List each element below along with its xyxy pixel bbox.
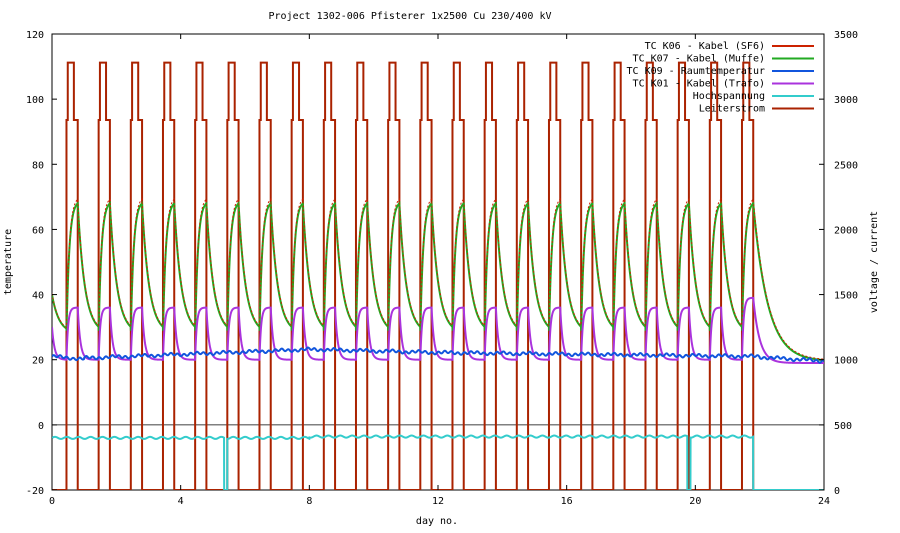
legend-entry-label: TC K07 - Kabel (Muffe) (633, 54, 765, 65)
y2-tick-label: 1500 (834, 291, 858, 302)
y2-tick-label: 0 (834, 486, 840, 497)
y2-tick-label: 500 (834, 421, 852, 432)
series-line-tc-k01-kabel-trafo (52, 296, 824, 364)
legend-entry-label: TC K06 - Kabel (SF6) (645, 41, 765, 52)
y-tick-label: 0 (38, 421, 44, 432)
x-tick-label: 4 (178, 496, 184, 507)
y2-tick-label: 3500 (834, 30, 858, 41)
chart-title: Project 1302-006 Pfisterer 1x2500 Cu 230… (269, 11, 552, 22)
y-tick-label: 60 (32, 225, 44, 236)
y-tick-label: 80 (32, 160, 44, 171)
series-line-tc-k09-raumtemperatur (52, 346, 824, 364)
plot-frame (51, 33, 825, 491)
x-tick-label: 8 (306, 496, 312, 507)
series-group (52, 61, 824, 490)
legend-entry-label: Hochspannung (693, 91, 765, 102)
legend: TC K06 - Kabel (SF6) TC K07 - Kabel (Muff… (627, 41, 814, 115)
y2-tick-label: 3000 (834, 95, 858, 106)
legend-entry-label: Leiterstrom (699, 104, 765, 115)
plot-area (51, 33, 825, 491)
x-axis: 0 4 8 12 16 20 24 (49, 34, 830, 507)
x-tick-label: 12 (432, 496, 444, 507)
series-line-leiterstrom (52, 61, 824, 490)
x-tick-label: 0 (49, 496, 55, 507)
x-tick-label: 20 (689, 496, 701, 507)
y-axis-label: temperature (3, 229, 14, 295)
x-axis-label: day no. (416, 516, 458, 527)
y-tick-label: 100 (26, 95, 44, 106)
y-axis-left: -20 0 20 40 60 80 100 120 (26, 30, 57, 497)
y-tick-label: 20 (32, 356, 44, 367)
series-line-hochspannung (52, 434, 824, 490)
y-tick-label: 120 (26, 30, 44, 41)
y2-tick-label: 1000 (834, 356, 858, 367)
y-axis-right: 0 500 1000 1500 2000 2500 3000 3500 (819, 30, 858, 497)
y-tick-label: -20 (26, 486, 44, 497)
series-line-tc-k06-kabel-sf6 (52, 197, 824, 360)
legend-entry-label: TC K09 - Raumtemperatur (627, 66, 765, 77)
y2-tick-label: 2000 (834, 225, 858, 236)
x-tick-label: 16 (561, 496, 573, 507)
y-tick-label: 40 (32, 291, 44, 302)
y2-tick-label: 2500 (834, 160, 858, 171)
y2-axis-label: voltage / current (869, 211, 880, 313)
x-tick-label: 24 (818, 496, 830, 507)
legend-entry-label: TC K01 - Kabel (Trafo) (633, 79, 765, 90)
